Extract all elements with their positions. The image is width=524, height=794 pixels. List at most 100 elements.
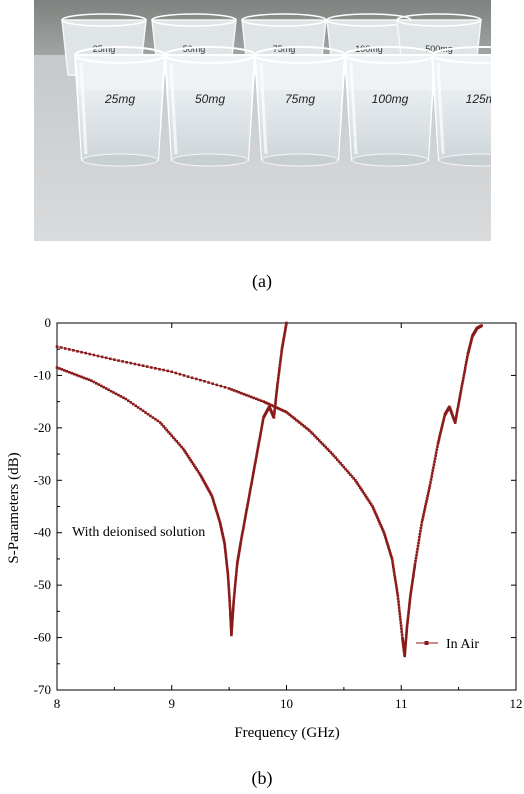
data-point	[319, 441, 323, 444]
data-point	[229, 621, 233, 625]
data-point	[238, 547, 241, 551]
data-point	[367, 499, 371, 503]
data-point	[441, 423, 444, 427]
data-point	[258, 438, 261, 442]
data-point	[428, 484, 432, 487]
data-point	[230, 621, 234, 625]
data-point	[370, 503, 373, 506]
data-point	[233, 586, 237, 590]
data-point	[365, 495, 368, 499]
data-point	[247, 499, 250, 502]
data-point	[466, 355, 469, 359]
data-point	[397, 606, 401, 609]
data-point	[458, 394, 462, 397]
data-point	[276, 384, 279, 388]
data-point	[220, 531, 224, 534]
data-point	[342, 465, 346, 469]
data-point	[468, 344, 472, 347]
data-point	[230, 628, 233, 632]
data-point	[238, 544, 242, 548]
data-point	[463, 368, 467, 372]
y-tick-label: -10	[34, 367, 51, 382]
data-point	[113, 358, 116, 361]
data-point	[391, 560, 394, 563]
x-tick-label: 11	[395, 696, 408, 711]
data-point	[252, 472, 255, 475]
data-point	[437, 438, 441, 441]
data-point	[386, 544, 390, 548]
data-point	[82, 376, 86, 380]
data-point	[278, 368, 281, 372]
data-point	[442, 419, 445, 423]
data-point	[405, 634, 408, 637]
data-point	[65, 370, 69, 373]
data-point	[261, 422, 264, 426]
data-point	[183, 449, 186, 452]
data-point	[267, 402, 270, 406]
data-point	[404, 646, 407, 649]
data-point	[199, 378, 202, 382]
data-point	[92, 380, 96, 384]
data-point	[275, 406, 278, 409]
data-point	[237, 555, 240, 558]
data-point	[230, 626, 234, 629]
data-point	[366, 497, 369, 501]
y-tick-label: 0	[45, 315, 52, 330]
data-point	[460, 384, 464, 388]
data-point	[277, 376, 280, 380]
data-point	[235, 562, 239, 566]
data-point	[225, 557, 228, 561]
data-point	[133, 362, 137, 366]
data-point	[249, 485, 253, 489]
data-point	[275, 393, 278, 397]
data-point	[250, 481, 253, 484]
data-point	[233, 583, 237, 587]
data-point	[406, 619, 409, 622]
data-point	[119, 395, 123, 398]
data-point	[259, 399, 263, 402]
data-point	[259, 431, 262, 435]
data-point	[102, 385, 105, 389]
data-point	[232, 596, 236, 600]
data-point	[254, 458, 258, 462]
data-point	[220, 528, 223, 531]
data-point	[280, 347, 284, 351]
data-point	[226, 576, 230, 579]
data-point	[412, 569, 416, 573]
data-point	[435, 448, 439, 451]
data-point	[80, 375, 83, 379]
data-point	[375, 514, 378, 518]
data-point	[468, 346, 471, 350]
data-point	[247, 494, 251, 498]
data-point	[158, 367, 161, 371]
data-point	[195, 377, 198, 381]
data-point	[393, 573, 396, 576]
data-point	[191, 462, 195, 466]
data-point	[279, 355, 283, 359]
data-point	[218, 519, 221, 522]
data-point	[394, 578, 397, 582]
data-point	[403, 648, 407, 651]
data-point	[402, 645, 405, 648]
data-point	[214, 505, 217, 509]
cup-label: 100mg	[372, 92, 409, 106]
data-point	[262, 400, 265, 403]
data-point	[68, 370, 71, 374]
data-point	[274, 402, 277, 406]
cup-label: 75mg	[285, 92, 315, 106]
data-point	[236, 558, 240, 561]
x-tick-label: 12	[510, 696, 523, 711]
data-point	[232, 602, 235, 605]
data-point	[413, 562, 417, 566]
data-point	[303, 425, 306, 428]
data-point	[300, 422, 303, 426]
data-point	[273, 407, 277, 410]
data-point	[222, 540, 226, 543]
data-point	[227, 581, 230, 584]
data-point	[455, 410, 459, 413]
data-point	[298, 421, 301, 424]
data-point	[226, 568, 229, 572]
data-point	[314, 435, 318, 439]
data-point	[408, 601, 411, 604]
data-point	[425, 500, 428, 503]
